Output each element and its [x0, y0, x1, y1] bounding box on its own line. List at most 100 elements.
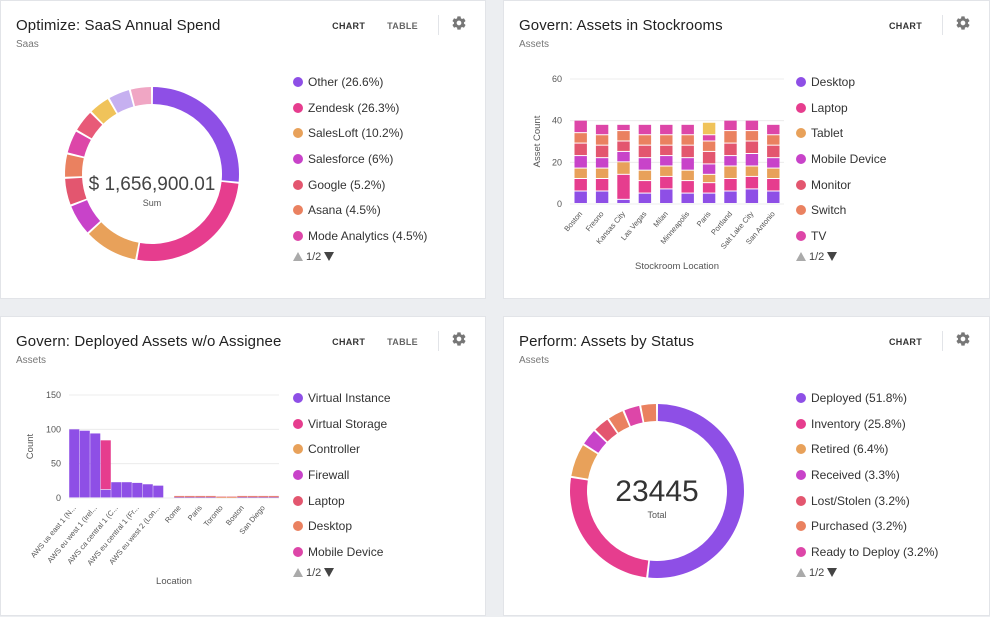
bar-segment[interactable]: [574, 179, 587, 191]
bar-segment[interactable]: [617, 162, 630, 174]
tab-chart[interactable]: CHART: [889, 21, 922, 31]
bar-segment[interactable]: [638, 135, 652, 145]
bar-segment[interactable]: [595, 145, 609, 158]
legend-item[interactable]: Virtual Instance: [293, 385, 391, 411]
donut-slice[interactable]: [648, 404, 744, 578]
bar-segment[interactable]: [595, 135, 609, 145]
bar-segment[interactable]: [617, 141, 630, 151]
legend-item[interactable]: Monitor: [796, 172, 886, 198]
bar-segment[interactable]: [681, 181, 694, 193]
bar-segment[interactable]: [184, 497, 195, 498]
bar-segment[interactable]: [724, 179, 737, 191]
bar-segment[interactable]: [681, 193, 694, 203]
donut-slice[interactable]: [137, 181, 239, 261]
bar-segment[interactable]: [237, 497, 248, 498]
legend-item[interactable]: Deployed (51.8%): [796, 385, 938, 411]
bar-segment[interactable]: [660, 176, 673, 189]
legend-item[interactable]: Other (26.6%): [293, 69, 427, 95]
bar-segment[interactable]: [681, 170, 694, 181]
bar-segment[interactable]: [724, 191, 737, 204]
bar-segment[interactable]: [702, 122, 716, 135]
pager-down-icon[interactable]: [324, 568, 335, 578]
legend-item[interactable]: Laptop: [293, 488, 391, 514]
bar-segment[interactable]: [595, 124, 609, 135]
bar-segment[interactable]: [724, 156, 737, 166]
tab-chart[interactable]: CHART: [332, 337, 366, 347]
bar-segment[interactable]: [121, 482, 132, 498]
gear-icon[interactable]: [955, 15, 971, 31]
pager-down-icon[interactable]: [827, 568, 838, 578]
bar-segment[interactable]: [247, 497, 258, 498]
donut-slice[interactable]: [608, 411, 630, 433]
pager-down-icon[interactable]: [827, 252, 838, 262]
bar-segment[interactable]: [702, 141, 716, 151]
donut-slice[interactable]: [130, 87, 152, 107]
bar-segment[interactable]: [681, 158, 694, 170]
bar-segment[interactable]: [702, 164, 716, 174]
donut-slice[interactable]: [624, 405, 643, 427]
donut-slice[interactable]: [584, 431, 607, 453]
bar-segment[interactable]: [574, 168, 587, 178]
bar-segment[interactable]: [574, 120, 587, 133]
bar-segment[interactable]: [724, 131, 737, 143]
bar-segment[interactable]: [205, 495, 216, 497]
bar-segment[interactable]: [258, 495, 269, 497]
bar-segment[interactable]: [174, 496, 185, 498]
bar-segment[interactable]: [258, 497, 269, 498]
bar-segment[interactable]: [226, 496, 237, 498]
gear-icon[interactable]: [451, 331, 467, 347]
bar-segment[interactable]: [724, 120, 737, 131]
donut-slice[interactable]: [152, 87, 239, 182]
bar-segment[interactable]: [268, 497, 279, 498]
legend-item[interactable]: Virtual Storage: [293, 411, 391, 437]
donut-slice[interactable]: [109, 90, 134, 113]
bar-segment[interactable]: [638, 170, 652, 181]
tab-table[interactable]: TABLE: [387, 337, 418, 347]
tab-table[interactable]: TABLE: [387, 21, 418, 31]
bar-segment[interactable]: [574, 156, 587, 168]
bar-segment[interactable]: [174, 495, 185, 497]
bar-segment[interactable]: [660, 135, 673, 145]
bar-segment[interactable]: [184, 496, 195, 498]
bar-segment[interactable]: [702, 183, 716, 193]
bar-segment[interactable]: [767, 168, 780, 178]
pager-up-icon[interactable]: [293, 252, 303, 262]
donut-slice[interactable]: [77, 112, 103, 139]
bar-segment[interactable]: [69, 429, 80, 498]
bar-segment[interactable]: [226, 497, 237, 498]
bar-segment[interactable]: [216, 497, 227, 498]
donut-slice[interactable]: [641, 404, 657, 423]
bar-segment[interactable]: [638, 193, 652, 203]
bar-segment[interactable]: [681, 124, 694, 135]
legend-item[interactable]: Laptop: [796, 95, 886, 121]
bar-segment[interactable]: [184, 495, 195, 497]
bar-segment[interactable]: [745, 176, 759, 189]
bar-segment[interactable]: [574, 143, 587, 156]
bar-segment[interactable]: [745, 141, 759, 154]
bar-segment[interactable]: [660, 166, 673, 176]
legend-item[interactable]: Switch: [796, 197, 886, 223]
bar-segment[interactable]: [216, 496, 227, 498]
bar-segment[interactable]: [638, 181, 652, 193]
legend-item[interactable]: Purchased (3.2%): [796, 513, 938, 539]
bar-segment[interactable]: [247, 495, 258, 497]
bar-segment[interactable]: [617, 124, 630, 131]
legend-item[interactable]: Asana (4.5%): [293, 197, 427, 223]
bar-segment[interactable]: [617, 174, 630, 199]
bar-segment[interactable]: [258, 496, 269, 498]
tab-chart[interactable]: CHART: [889, 337, 922, 347]
bar-segment[interactable]: [638, 124, 652, 135]
donut-slice[interactable]: [91, 99, 117, 124]
bar-segment[interactable]: [724, 143, 737, 156]
legend-item[interactable]: Mode Analytics (4.5%): [293, 223, 427, 249]
bar-segment[interactable]: [660, 189, 673, 203]
legend-item[interactable]: Firewall: [293, 462, 391, 488]
legend-item[interactable]: Salesforce (6%): [293, 146, 427, 172]
pager-up-icon[interactable]: [796, 252, 806, 262]
bar-segment[interactable]: [195, 497, 206, 498]
bar-segment[interactable]: [574, 191, 587, 204]
legend-item[interactable]: Zendesk (26.3%): [293, 95, 427, 121]
bar-segment[interactable]: [237, 495, 248, 497]
bar-segment[interactable]: [595, 158, 609, 168]
bar-segment[interactable]: [745, 120, 759, 131]
